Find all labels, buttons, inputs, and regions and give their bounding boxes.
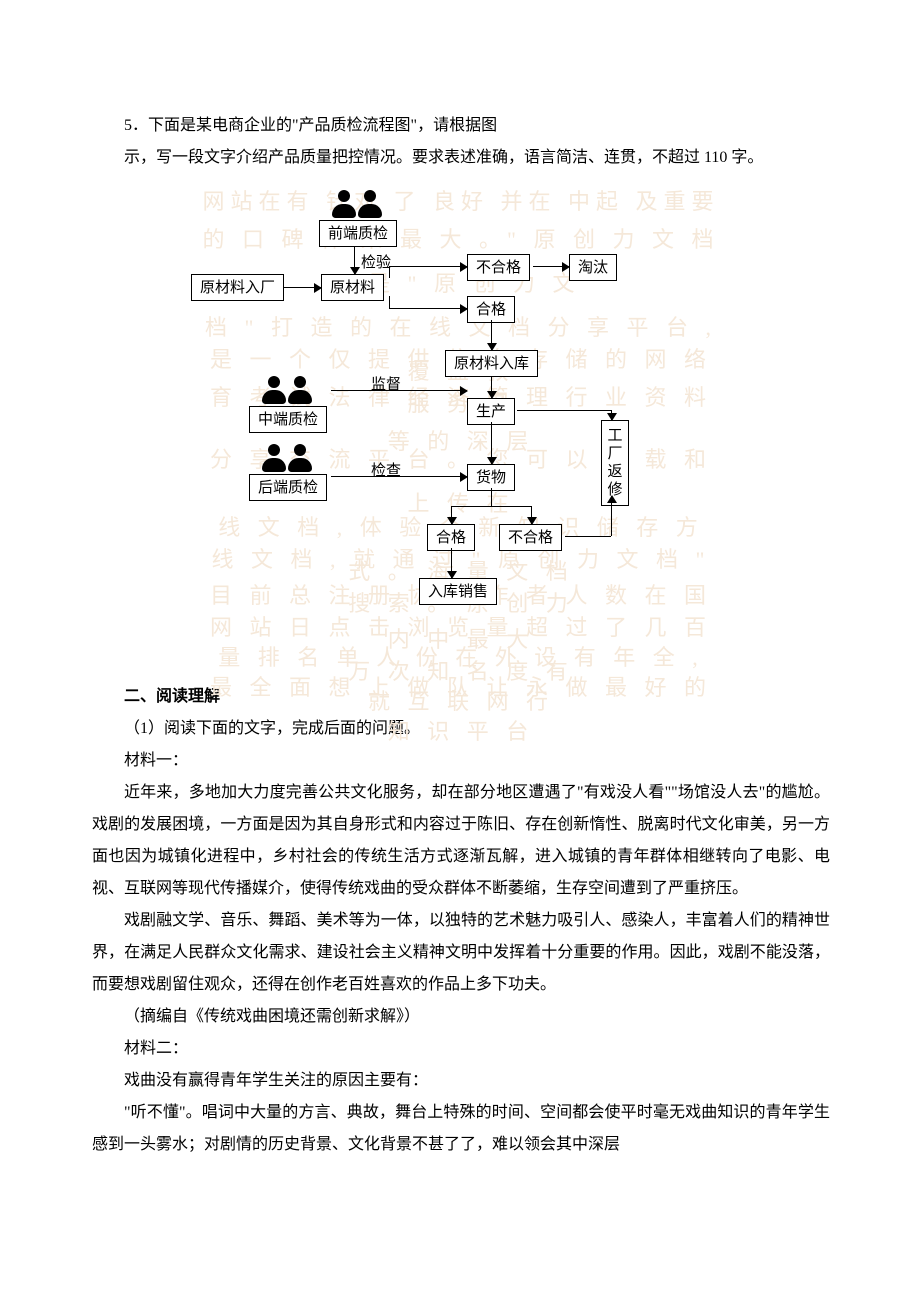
material-1-title: 材料一： [92, 745, 830, 777]
node-ng-goods: 不合格 [499, 524, 562, 551]
material-1-para-1: 近年来，多地加大力度完善公共文化服务，却在部分地区遭遇了"有戏没人看""场馆没人… [92, 777, 830, 905]
material-1-source: （摘编自《传统戏曲困境还需创新求解》） [92, 1001, 830, 1033]
label-check: 检查 [371, 456, 401, 486]
watermark-text: 网站在有 针对 了 良好 并在 中起 及重要 [201, 180, 721, 224]
repair-text: 工厂返修 [607, 427, 622, 498]
edge [491, 376, 492, 398]
edge [459, 308, 467, 309]
edge [517, 410, 611, 411]
node-discard: 淘汰 [569, 254, 617, 281]
node-front-qc: 前端质检 [319, 220, 397, 247]
question-5-line2: 示，写一段文字介绍产品质量把控情况。要求表述准确，语言简洁、连贯，不超过 110… [92, 142, 830, 174]
node-raw-store: 原材料入库 [445, 350, 538, 377]
edge [491, 320, 492, 350]
question-5-line1: 5．下面是某电商企业的"产品质检流程图"，请根据图 [92, 110, 830, 142]
node-raw-in: 原材料入厂 [191, 274, 284, 301]
node-goods: 货物 [467, 464, 515, 491]
edge [354, 246, 355, 274]
edge [491, 488, 492, 506]
material-2-para-2: "听不懂"。唱词中大量的方言、典故，舞台上特殊的时间、空间都会使平时毫无戏曲知识… [92, 1097, 830, 1161]
node-produce: 生产 [467, 398, 515, 425]
edge [389, 266, 459, 267]
node-back-qc: 后端质检 [249, 474, 327, 501]
node-ok-goods: 合格 [427, 524, 475, 551]
node-mid-qc: 中端质检 [249, 406, 327, 433]
section-2-heading: 二、阅读理解 [92, 681, 830, 713]
edge [389, 296, 390, 308]
edge [283, 287, 321, 288]
label-supervise: 监督 [371, 370, 401, 400]
edge [531, 506, 532, 524]
edge [389, 308, 459, 309]
material-2-para-1: 戏曲没有赢得青年学生关注的原因主要有： [92, 1065, 830, 1097]
edge [451, 548, 452, 578]
qc-flowchart: 网站在有 针对 了 良好 并在 中起 及重要 的 口 碑 体 果 最 大 。" … [201, 188, 721, 663]
node-sell: 入库销售 [419, 578, 497, 605]
edge [565, 536, 611, 537]
edge [611, 410, 612, 420]
edge [389, 266, 390, 278]
material-1-para-2: 戏剧融文学、音乐、舞蹈、美术等为一体，以独特的艺术魅力吸引人、感染人，丰富着人们… [92, 905, 830, 1001]
edge [459, 266, 467, 267]
edge [451, 506, 452, 524]
edge [451, 506, 531, 507]
reading-instruction: （1）阅读下面的文字，完成后面的问题。 [92, 713, 830, 745]
material-2-title: 材料二： [92, 1033, 830, 1065]
edge [491, 422, 492, 464]
node-ok-raw: 合格 [467, 296, 515, 323]
node-repair: 工厂返修 [601, 420, 629, 506]
node-raw: 原材料 [321, 274, 384, 301]
edge [533, 266, 569, 267]
flowchart-container: 网站在有 针对 了 良好 并在 中起 及重要 的 口 碑 体 果 最 大 。" … [92, 188, 830, 663]
edge [611, 496, 612, 536]
node-ng-raw: 不合格 [467, 254, 530, 281]
